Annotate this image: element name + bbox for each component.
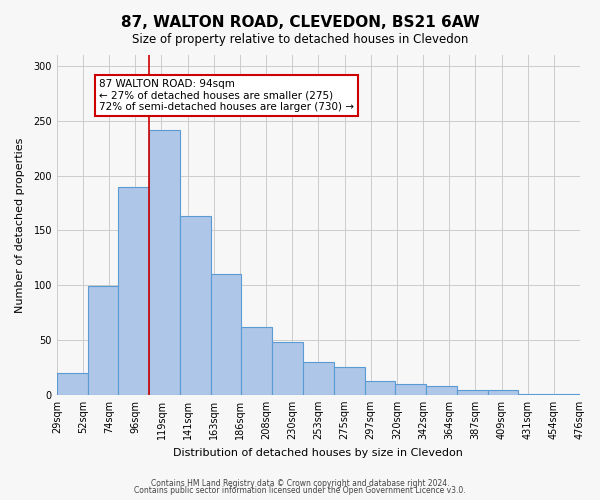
Text: 87, WALTON ROAD, CLEVEDON, BS21 6AW: 87, WALTON ROAD, CLEVEDON, BS21 6AW — [121, 15, 479, 30]
X-axis label: Distribution of detached houses by size in Clevedon: Distribution of detached houses by size … — [173, 448, 463, 458]
Bar — [211, 274, 241, 395]
Text: 87 WALTON ROAD: 94sqm
← 27% of detached houses are smaller (275)
72% of semi-det: 87 WALTON ROAD: 94sqm ← 27% of detached … — [98, 79, 353, 112]
Y-axis label: Number of detached properties: Number of detached properties — [15, 137, 25, 312]
Text: Size of property relative to detached houses in Clevedon: Size of property relative to detached ho… — [132, 32, 468, 46]
Bar — [303, 362, 334, 395]
Bar — [488, 390, 518, 395]
Bar — [395, 384, 426, 395]
Bar — [241, 327, 272, 395]
Bar — [57, 373, 88, 395]
Bar — [180, 216, 211, 395]
Bar — [272, 342, 303, 395]
Bar — [365, 380, 395, 395]
Text: Contains HM Land Registry data © Crown copyright and database right 2024.: Contains HM Land Registry data © Crown c… — [151, 478, 449, 488]
Bar — [457, 390, 488, 395]
Bar — [549, 394, 580, 395]
Bar — [426, 386, 457, 395]
Bar — [334, 368, 365, 395]
Bar — [149, 130, 180, 395]
Bar — [518, 394, 549, 395]
Bar — [118, 186, 149, 395]
Bar — [88, 286, 118, 395]
Text: Contains public sector information licensed under the Open Government Licence v3: Contains public sector information licen… — [134, 486, 466, 495]
